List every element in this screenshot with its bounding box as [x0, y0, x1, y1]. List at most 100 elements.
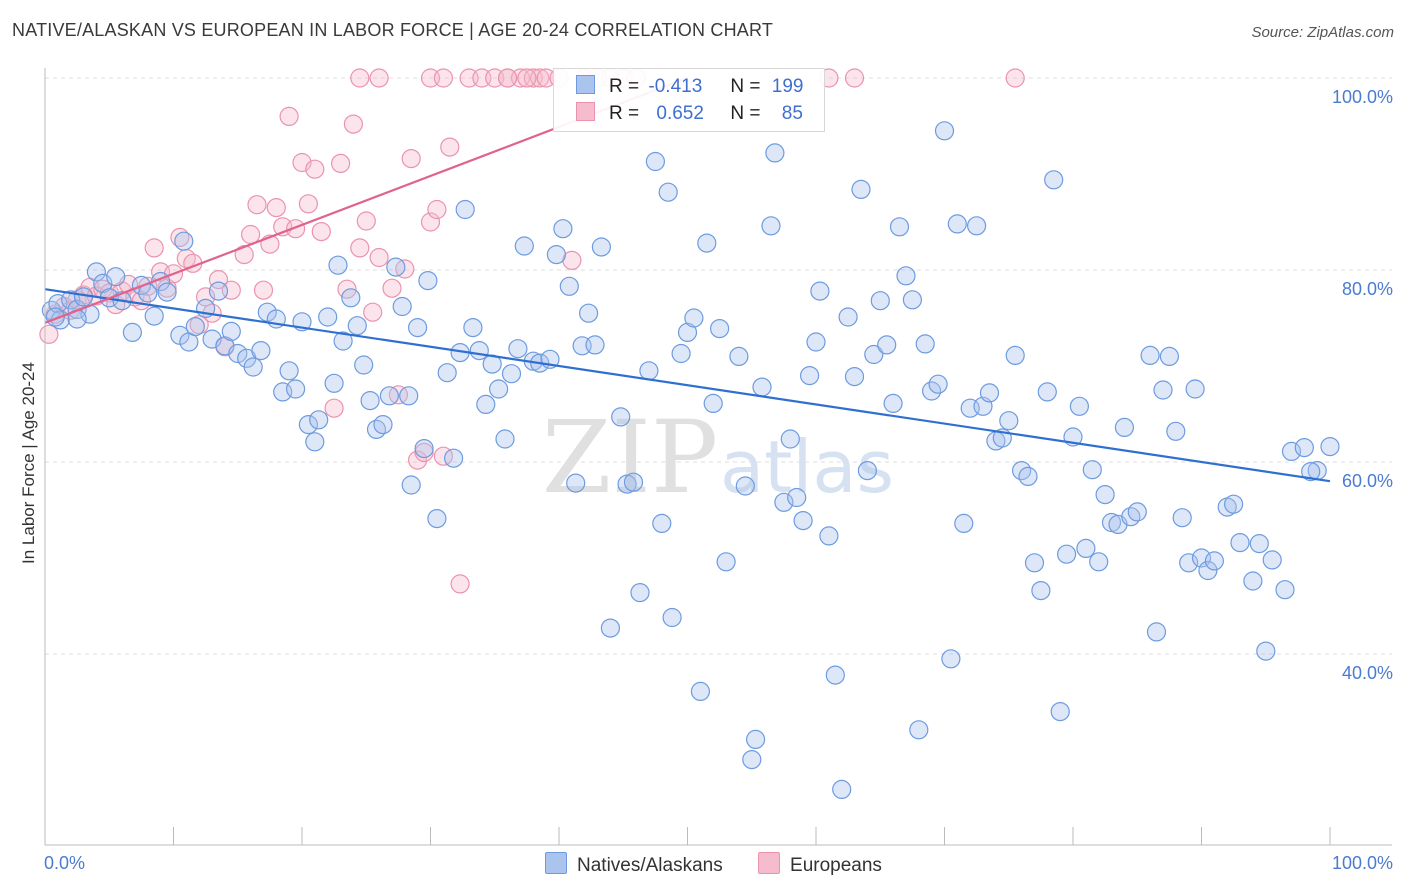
natives-point	[639, 361, 659, 381]
natives-point	[86, 262, 107, 282]
natives-point	[716, 552, 736, 572]
natives-point	[1275, 580, 1295, 600]
natives-point	[328, 255, 348, 275]
natives-point	[286, 379, 306, 399]
natives-point	[354, 355, 374, 375]
x-tick-label-max: 100.0%	[1332, 853, 1393, 873]
natives-point	[408, 318, 428, 338]
europeans-point	[427, 199, 447, 220]
natives-point	[360, 391, 380, 411]
source-label: Source: ZipAtlas.com	[1251, 24, 1394, 41]
europeans-point	[408, 450, 428, 470]
natives-point	[1249, 533, 1269, 554]
natives-point	[611, 407, 631, 427]
legend-item-europeans[interactable]: Europeans	[758, 852, 882, 877]
y-tick-labels: 40.0% 60.0% 80.0% 100.0%	[1332, 87, 1393, 683]
natives-point	[1076, 538, 1096, 559]
europeans-point	[450, 574, 470, 594]
europeans-point	[208, 270, 229, 290]
natives-point	[437, 363, 457, 383]
natives-point	[501, 364, 522, 384]
europeans-point	[369, 68, 389, 88]
natives-point	[915, 334, 935, 354]
natives-point	[1262, 550, 1282, 570]
natives-point	[243, 357, 263, 377]
n-value: 85	[781, 103, 803, 124]
natives-point	[414, 439, 434, 459]
natives-point	[208, 281, 229, 301]
europeans-point	[498, 68, 518, 88]
natives-point	[838, 307, 858, 327]
europeans-point	[382, 278, 402, 298]
natives-point	[1024, 553, 1045, 573]
natives-point	[1243, 571, 1263, 591]
europeans-point	[247, 195, 267, 215]
natives-point	[851, 179, 871, 199]
r-label: R =	[609, 103, 640, 124]
natives-point	[1005, 345, 1025, 365]
x-tick-label-min: 0.0%	[44, 853, 85, 873]
natives-point	[745, 729, 766, 750]
swatch-natives-icon	[576, 75, 595, 94]
natives-point	[309, 410, 329, 430]
natives-point	[418, 271, 438, 291]
y-tick-label-40: 40.0%	[1342, 663, 1393, 683]
watermark-atlas: atlas	[720, 425, 894, 509]
stats-row-europeans: R = 0.652 N = 85	[576, 102, 803, 128]
natives-point	[883, 393, 903, 413]
natives-point	[1089, 552, 1109, 572]
natives-point	[379, 386, 399, 406]
natives-point	[1159, 346, 1180, 366]
natives-point	[765, 143, 785, 163]
r-value: 0.652	[656, 103, 704, 124]
natives-point	[444, 448, 464, 468]
natives-point	[799, 366, 820, 386]
natives-point	[630, 582, 650, 603]
natives-point	[652, 513, 672, 534]
n-value: 199	[771, 76, 804, 97]
natives-point	[877, 335, 897, 355]
swatch-europeans-icon	[576, 102, 595, 121]
y-tick-label-80: 80.0%	[1342, 279, 1393, 299]
n-label: N =	[730, 76, 761, 97]
natives-point	[1018, 466, 1038, 486]
europeans-point	[234, 245, 254, 265]
natives-point	[157, 282, 177, 302]
natives-point	[318, 307, 338, 327]
natives-point	[341, 288, 361, 308]
natives-point	[999, 411, 1019, 431]
europeans-point	[331, 153, 351, 173]
natives-point	[324, 373, 344, 393]
natives-point	[122, 322, 142, 342]
natives-point	[1044, 170, 1064, 190]
natives-point	[1204, 551, 1225, 571]
r-value: -0.413	[648, 76, 703, 97]
legend-label-europeans: Europeans	[790, 855, 882, 876]
natives-point	[174, 231, 194, 251]
natives-point	[1037, 382, 1057, 402]
natives-point	[947, 214, 967, 234]
natives-point	[832, 779, 852, 800]
natives-point	[476, 394, 496, 414]
y-axis-title: In Labor Force | Age 20-24	[19, 362, 38, 564]
natives-point	[966, 216, 987, 236]
natives-point	[1114, 417, 1135, 437]
natives-point	[1185, 379, 1205, 399]
natives-point	[793, 510, 813, 531]
legend-item-natives[interactable]: Natives/Alaskans	[545, 852, 723, 877]
natives-point	[1179, 553, 1199, 573]
natives-point	[684, 308, 704, 328]
natives-point	[469, 341, 489, 361]
natives-point	[591, 237, 612, 257]
natives-point	[1153, 380, 1173, 400]
natives-point	[600, 618, 621, 638]
europeans-point	[253, 280, 274, 300]
natives-point	[228, 343, 248, 364]
natives-point	[1198, 560, 1218, 581]
natives-point	[221, 321, 241, 341]
natives-point	[819, 526, 839, 546]
natives-point	[806, 332, 826, 352]
natives-point	[1050, 701, 1070, 722]
natives-point	[761, 216, 781, 236]
natives-point	[495, 429, 515, 449]
